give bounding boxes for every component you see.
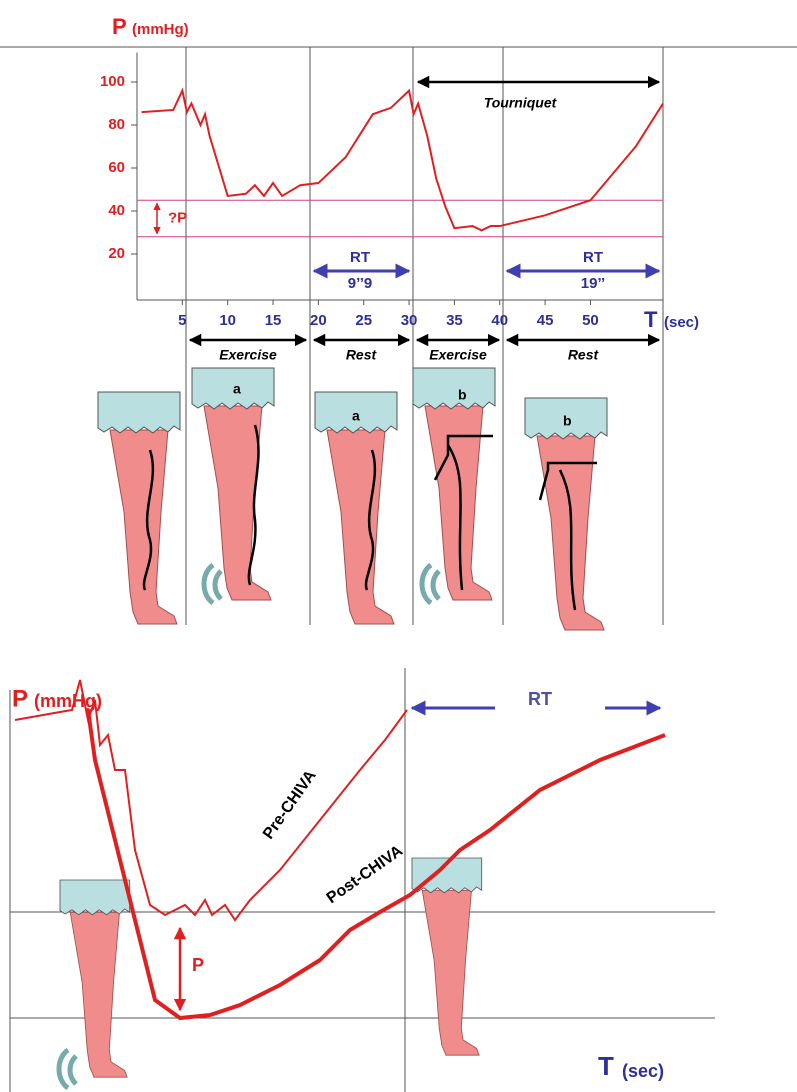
tourniquet-label: Tourniquet [484, 95, 558, 111]
x-unit: (sec) [664, 314, 699, 331]
phase-label: Exercise [429, 347, 487, 363]
cuff-label: b [458, 387, 467, 403]
x-label: T [644, 307, 658, 332]
y-label: P [12, 685, 28, 712]
phase-label: Rest [346, 347, 378, 363]
x-tick-label: 50 [582, 312, 599, 329]
x-tick-label: 30 [401, 312, 418, 329]
x-tick-label: 10 [219, 312, 236, 329]
pressure-curve [142, 91, 663, 231]
cuff-label: a [352, 408, 360, 424]
x-tick-label: 35 [446, 312, 463, 329]
y-tick-label: 60 [108, 159, 125, 176]
curve-label: Post-CHIVA [324, 842, 407, 907]
x-tick-label: 20 [310, 312, 327, 329]
x-tick-label: 45 [537, 312, 554, 329]
cuff-label: a [233, 381, 241, 397]
x-tick-label: 15 [265, 312, 282, 329]
phase-dividers [186, 47, 663, 625]
rt-label: RT [583, 249, 603, 266]
x-tick-label: 25 [355, 312, 372, 329]
y-unit: (mmHg) [132, 21, 189, 38]
rt-time: 9’’9 [348, 275, 372, 292]
page: P (mmHg) T (sec) Tourniquet RT 9’’9 RT 1… [0, 0, 797, 1092]
y-tick-label: 20 [108, 245, 125, 262]
x-tick-label: 5 [178, 312, 186, 329]
rt-label: RT [350, 249, 370, 266]
x-tick-label: 40 [491, 312, 508, 329]
delta-label: ?P [168, 209, 187, 226]
y-label: P [112, 14, 127, 39]
cuff-label: b [563, 413, 572, 429]
x-unit: (sec) [622, 1061, 664, 1081]
delta-label: P [192, 955, 204, 975]
y-tick-label: 40 [108, 202, 125, 219]
rt-time: 19’’ [581, 275, 605, 292]
phase-label: Exercise [219, 347, 277, 363]
y-tick-label: 100 [100, 73, 125, 90]
rt-label: RT [528, 689, 552, 709]
y-unit: (mmHg) [34, 691, 102, 711]
y-tick-label: 80 [108, 116, 125, 133]
x-label: T [598, 1051, 614, 1081]
phase-label: Rest [568, 347, 600, 363]
